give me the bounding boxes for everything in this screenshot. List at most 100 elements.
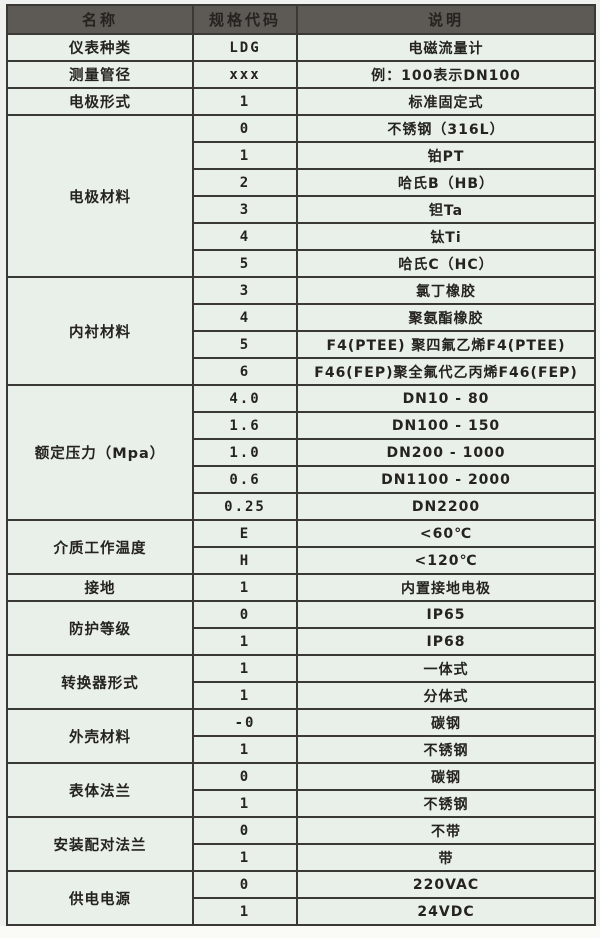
code-cell: 4 xyxy=(192,303,298,332)
desc-cell: 哈氏B（HB） xyxy=(296,168,596,197)
code-cell: 2 xyxy=(192,168,298,197)
group-name-cell: 测量管径 xyxy=(6,60,194,89)
code-cell: -0 xyxy=(192,708,298,737)
group-name-cell: 额定压力（Mpa） xyxy=(6,384,194,521)
table-row: 电极材料 0 不锈钢（316L） xyxy=(6,114,596,278)
code-cell: E xyxy=(192,519,298,548)
col-header-code: 规格代码 xyxy=(192,4,298,35)
code-cell: 0.6 xyxy=(192,465,298,494)
table-row: 外壳材料 -0 碳钢 xyxy=(6,708,596,764)
table-row: 1 不锈钢 xyxy=(7,789,596,818)
desc-cell: F46(FEP)聚全氟代乙丙烯F46(FEP) xyxy=(296,357,596,386)
desc-cell: 碳钢 xyxy=(296,762,596,791)
code-cell: 1 xyxy=(192,843,298,872)
code-cell: 4.0 xyxy=(192,384,298,413)
code-cell: 1 xyxy=(192,681,298,710)
group-name-cell: 介质工作温度 xyxy=(6,519,194,575)
table-row: 0.25 DN2200 xyxy=(7,492,596,521)
desc-cell: <120℃ xyxy=(296,546,596,575)
code-cell: 0 xyxy=(192,114,298,143)
code-cell: 1 xyxy=(192,897,298,926)
code-cell: 0 xyxy=(192,600,298,629)
table-row: 表体法兰 0 碳钢 xyxy=(6,762,596,818)
desc-cell: 钛Ti xyxy=(296,222,596,251)
desc-cell: DN200 - 1000 xyxy=(296,438,596,467)
code-cell: 1 xyxy=(192,573,298,602)
desc-line: 例:(200) 表示20mA对应的最大 xyxy=(300,930,592,938)
group-name-cell: 安装配对法兰 xyxy=(6,816,194,872)
desc-cell: 标准固定式 xyxy=(296,87,596,116)
desc-cell: 例:(200) 表示20mA对应的最大流量为200m /h³ xyxy=(296,924,596,938)
code-cell: 1 xyxy=(192,735,298,764)
desc-cell: <60℃ xyxy=(296,519,596,548)
table-row: 1.6 DN100 - 150 xyxy=(7,411,596,440)
desc-cell: 铂PT xyxy=(296,141,596,170)
table-row: 仪表种类 LDG 电磁流量计 xyxy=(6,33,596,62)
group-name-cell: 防护等级 xyxy=(6,600,194,656)
header-row: 名称 规格代码 说明 xyxy=(6,4,596,35)
table-row: 供电电源 0 220VAC xyxy=(6,870,596,926)
group-name-cell: 电极形式 xyxy=(6,87,194,116)
code-cell: 0.25 xyxy=(192,492,298,521)
desc-cell: 不锈钢 xyxy=(296,735,596,764)
code-cell: 1 xyxy=(192,789,298,818)
table-row: 3 钽Ta xyxy=(7,195,596,224)
desc-cell: DN2200 xyxy=(296,492,596,521)
code-cell: 0 xyxy=(192,762,298,791)
group-name-cell: 外壳材料 xyxy=(6,708,194,764)
desc-cell: 一体式 xyxy=(296,654,596,683)
table-row: 安装配对法兰 0 不带 xyxy=(6,816,596,872)
code-cell: 6 xyxy=(192,357,298,386)
table-row: 4 钛Ti xyxy=(7,222,596,251)
table-row: 内衬材料 3 氯丁橡胶 xyxy=(6,276,596,386)
group-name-cell: 供电电源 xyxy=(6,870,194,926)
group-name-cell: 内衬材料 xyxy=(6,276,194,386)
code-cell: 1.6 xyxy=(192,411,298,440)
desc-cell: 电磁流量计 xyxy=(296,33,596,62)
table-row: 1 IP68 xyxy=(7,627,596,656)
code-cell: H xyxy=(192,546,298,575)
group-name-cell: 仪表量程 xyxy=(6,924,194,938)
group-name-cell: 仪表种类 xyxy=(6,33,194,62)
table-row: 5 哈氏C（HC） xyxy=(7,249,596,278)
desc-cell: 例：100表示DN100 xyxy=(296,60,596,89)
col-header-name: 名称 xyxy=(6,4,194,35)
desc-cell: 24VDC xyxy=(296,897,596,926)
table-row: 电极形式 1 标准固定式 xyxy=(6,87,596,116)
code-cell: (xxx) xyxy=(192,924,298,938)
table-row: 1 24VDC xyxy=(7,897,596,926)
table-row: 防护等级 0 IP65 xyxy=(6,600,596,656)
desc-cell: IP68 xyxy=(296,627,596,656)
table-row: 额定压力（Mpa） 4.0 DN10 - 80 xyxy=(6,384,596,521)
table-row: 1 铂PT xyxy=(7,141,596,170)
desc-cell: IP65 xyxy=(296,600,596,629)
desc-cell: 不带 xyxy=(296,816,596,845)
code-cell: 1 xyxy=(192,87,298,116)
spec-table-header: 名称 规格代码 说明 xyxy=(6,4,596,35)
table-row: 0.6 DN1100 - 2000 xyxy=(7,465,596,494)
desc-cell: 带 xyxy=(296,843,596,872)
desc-cell: 分体式 xyxy=(296,681,596,710)
table-row: H <120℃ xyxy=(7,546,596,575)
desc-cell: 哈氏C（HC） xyxy=(296,249,596,278)
code-cell: 0 xyxy=(192,870,298,899)
code-cell: 1 xyxy=(192,654,298,683)
desc-cell: 220VAC xyxy=(296,870,596,899)
code-cell: 4 xyxy=(192,222,298,251)
desc-cell: 钽Ta xyxy=(296,195,596,224)
desc-cell: 聚氨酯橡胶 xyxy=(296,303,596,332)
group-name-cell: 电极材料 xyxy=(6,114,194,278)
desc-cell: F4(PTEE) 聚四氟乙烯F4(PTEE) xyxy=(296,330,596,359)
table-row: 5 F4(PTEE) 聚四氟乙烯F4(PTEE) xyxy=(7,330,596,359)
code-cell: 1.0 xyxy=(192,438,298,467)
code-cell: 3 xyxy=(192,276,298,305)
table-row: 2 哈氏B（HB） xyxy=(7,168,596,197)
desc-cell: 内置接地电极 xyxy=(296,573,596,602)
table-row: 介质工作温度 E <60℃ xyxy=(6,519,596,575)
desc-cell: DN1100 - 2000 xyxy=(296,465,596,494)
desc-cell: DN100 - 150 xyxy=(296,411,596,440)
table-row: 仪表量程(xxx)例:(200) 表示20mA对应的最大流量为200m /h³ xyxy=(6,924,596,938)
table-row: 测量管径 xxx 例：100表示DN100 xyxy=(6,60,596,89)
